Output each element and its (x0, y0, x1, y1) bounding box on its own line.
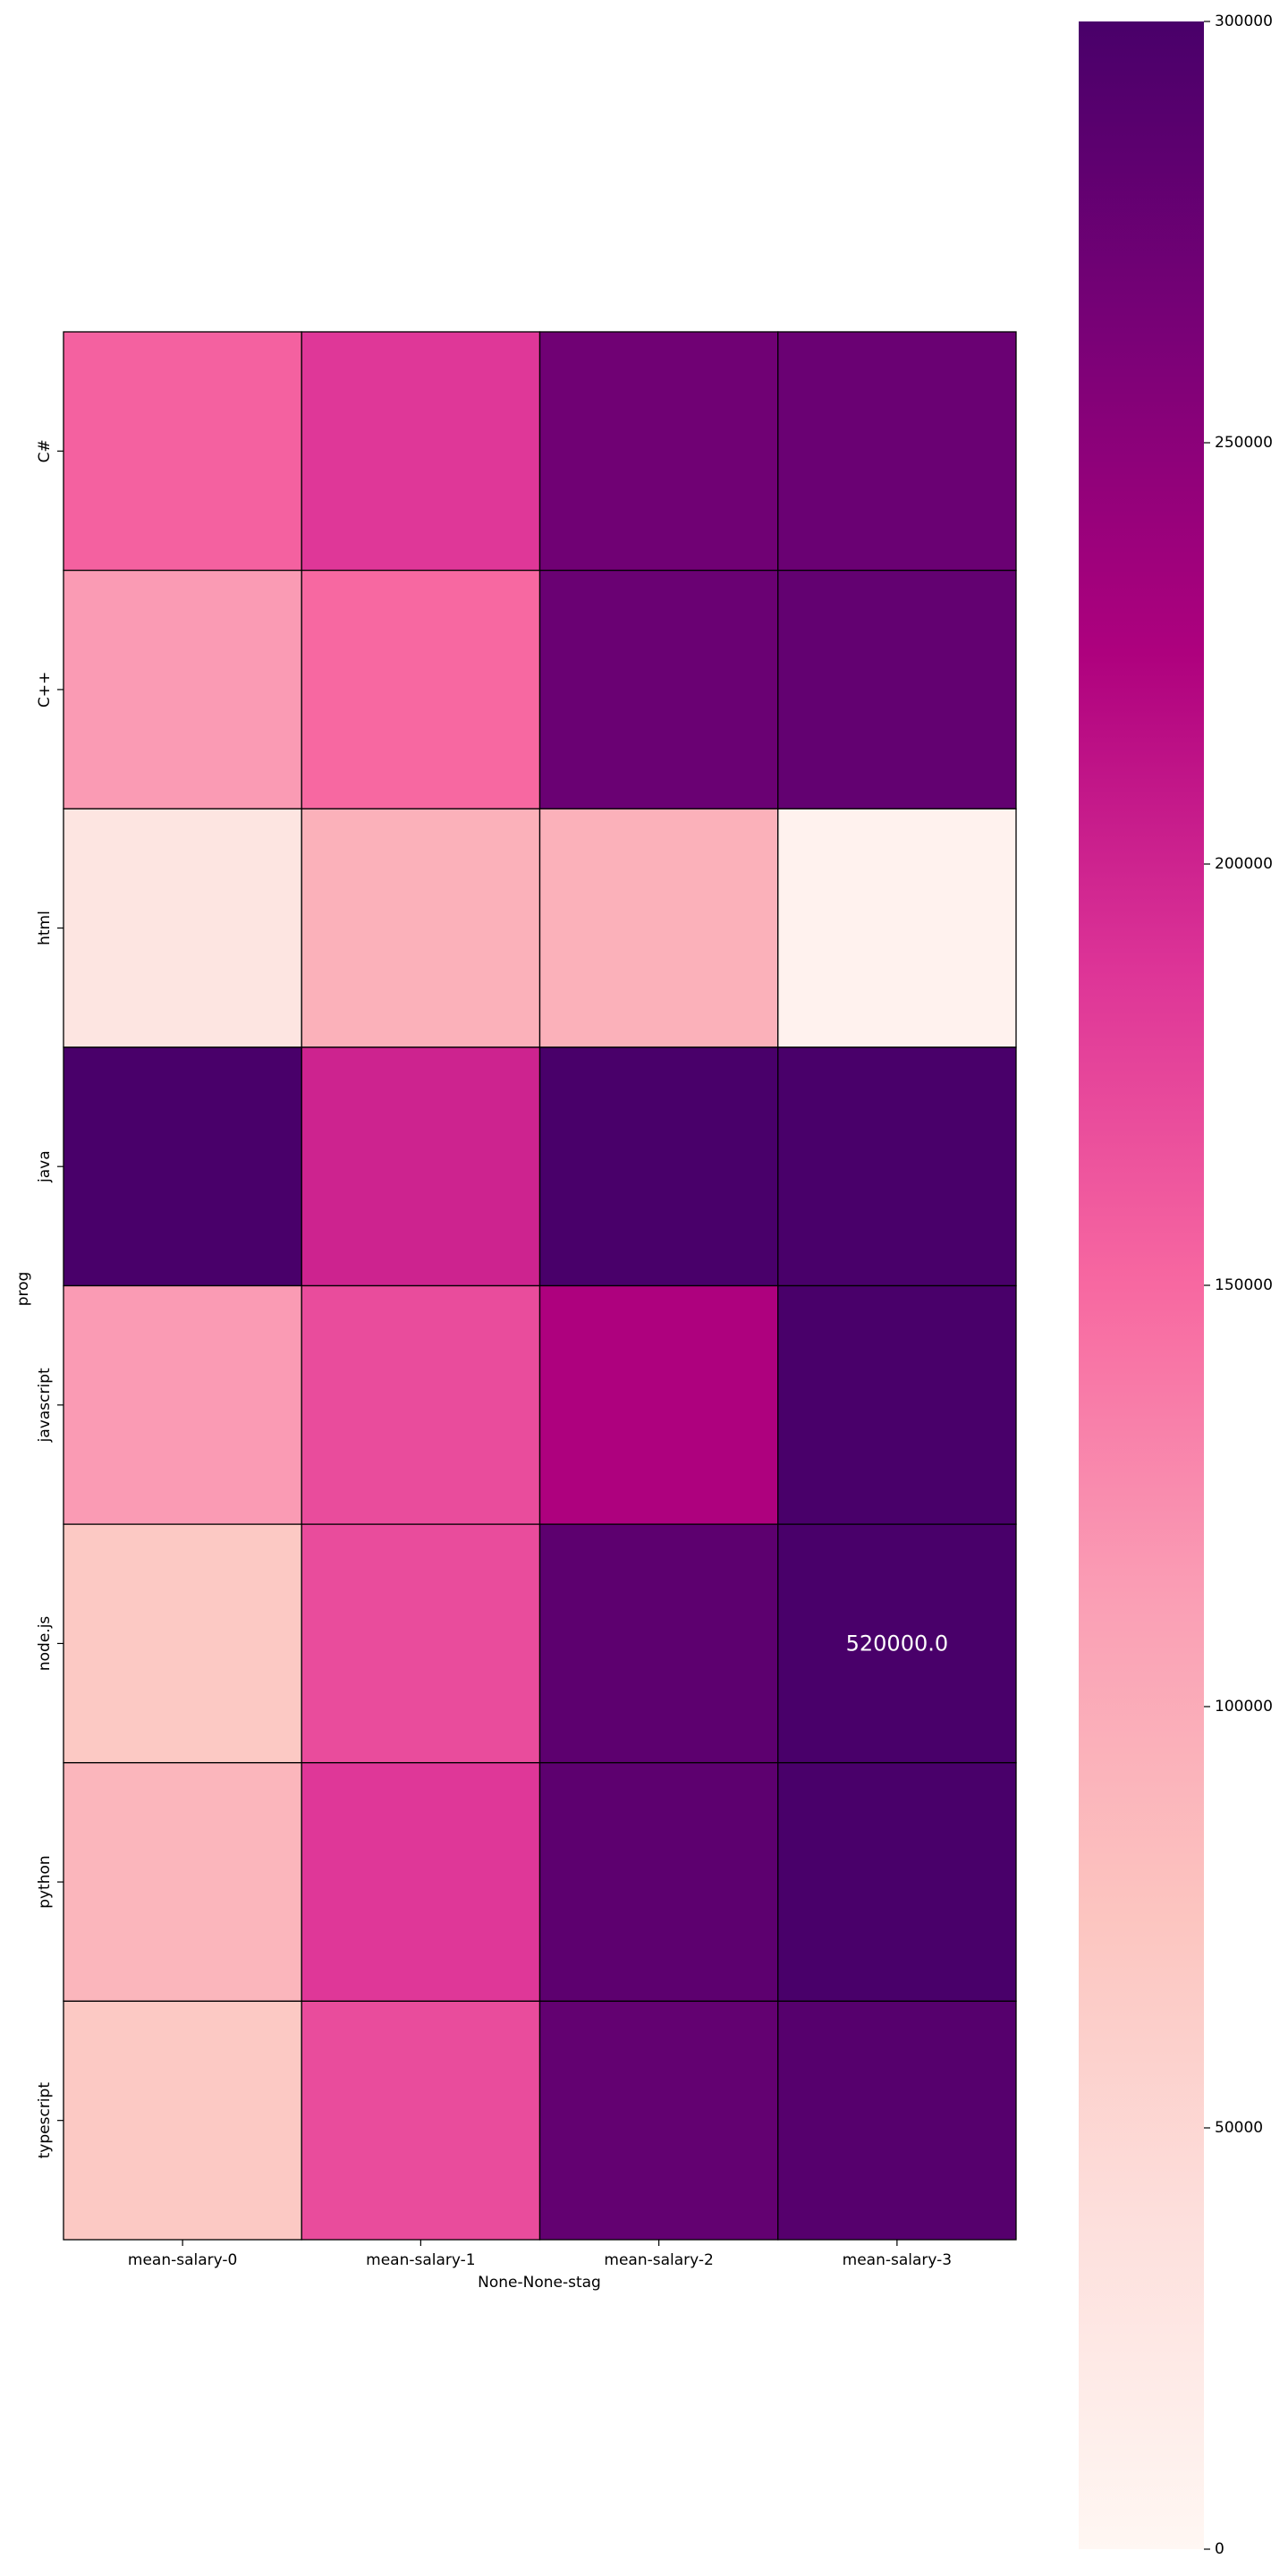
heatmap-cell (777, 808, 1017, 1048)
heatmap-cell (538, 1284, 779, 1525)
heatmap-cell (777, 569, 1017, 809)
colorbar-ticks: 0 50000 100000 150000 200000 250000 300000 (1204, 13, 1273, 2558)
colorbar-tick-label: 250000 (1215, 434, 1273, 452)
colorbar-tick-label: 150000 (1215, 1276, 1273, 1294)
heatmap-cell (301, 331, 541, 572)
heatmap-cell (538, 569, 779, 809)
y-tick-label: java (36, 1150, 54, 1183)
heatmap-cell (63, 1046, 302, 1287)
heatmap-cell (63, 808, 302, 1048)
heatmap-cell (538, 1046, 779, 1287)
colorbar-tick-label: 0 (1215, 2540, 1224, 2558)
heatmap-cell (777, 1762, 1017, 2003)
y-tick-label: C# (36, 439, 54, 462)
heatmap-cell (777, 2000, 1017, 2241)
colorbar-gradient (1079, 21, 1204, 2549)
heatmap-cell (301, 1046, 541, 1287)
heatmap-cell (301, 1284, 541, 1525)
y-tick-label: C++ (36, 672, 54, 708)
heatmap-cell (301, 808, 541, 1048)
heatmap-cell (777, 1523, 1017, 1764)
colorbar-tick-label: 300000 (1215, 13, 1273, 30)
heatmap-cell (538, 1523, 779, 1764)
heatmap-cell (538, 2000, 779, 2241)
colorbar: 0 50000 100000 150000 200000 250000 300000 (1079, 13, 1273, 2558)
heatmap-cell (63, 1284, 302, 1525)
colorbar-tick-label: 50000 (1215, 2119, 1263, 2137)
x-tick-label: mean-salary-1 (366, 2251, 475, 2269)
heatmap-cell (63, 1523, 302, 1764)
heatmap-cell (538, 331, 779, 572)
heatmap-cell (777, 1284, 1017, 1525)
colorbar-tick-label: 100000 (1215, 1698, 1273, 1716)
heatmap-cell (538, 1762, 779, 2003)
y-axis: C# C++ html java javascript node.js python type… (36, 439, 64, 2158)
colorbar-tick-label: 200000 (1215, 855, 1273, 873)
y-tick-label: javascript (36, 1368, 54, 1443)
heatmap-cell (63, 1762, 302, 2003)
heatmap-cell (301, 1762, 541, 2003)
y-tick-label: node.js (36, 1616, 54, 1672)
x-tick-label: mean-salary-3 (843, 2251, 952, 2269)
heatmap-cell (63, 569, 302, 809)
cell-annotation: 520000.0 (846, 1631, 949, 1656)
y-tick-label: typescript (36, 2082, 54, 2159)
y-tick-label: python (36, 1855, 54, 1908)
x-axis-label: None-None-stag (478, 2274, 601, 2292)
heatmap-annotations: 520000.0 (846, 1631, 949, 1656)
heatmap-cell (777, 1046, 1017, 1287)
x-tick-label: mean-salary-0 (128, 2251, 237, 2269)
heatmap-cells (63, 331, 1017, 2241)
heatmap-cell (63, 2000, 302, 2241)
heatmap-cell (538, 808, 779, 1048)
heatmap-cell (301, 1523, 541, 1764)
heatmap-cell (301, 2000, 541, 2241)
y-axis-label: prog (14, 1272, 32, 1307)
y-tick-label: html (36, 911, 54, 945)
heatmap-cell (63, 331, 302, 572)
heatmap-cell (777, 331, 1017, 572)
x-axis: mean-salary-0 mean-salary-1 mean-salary-2 m… (128, 2240, 952, 2269)
x-tick-label: mean-salary-2 (604, 2251, 713, 2269)
heatmap-cell (301, 569, 541, 809)
